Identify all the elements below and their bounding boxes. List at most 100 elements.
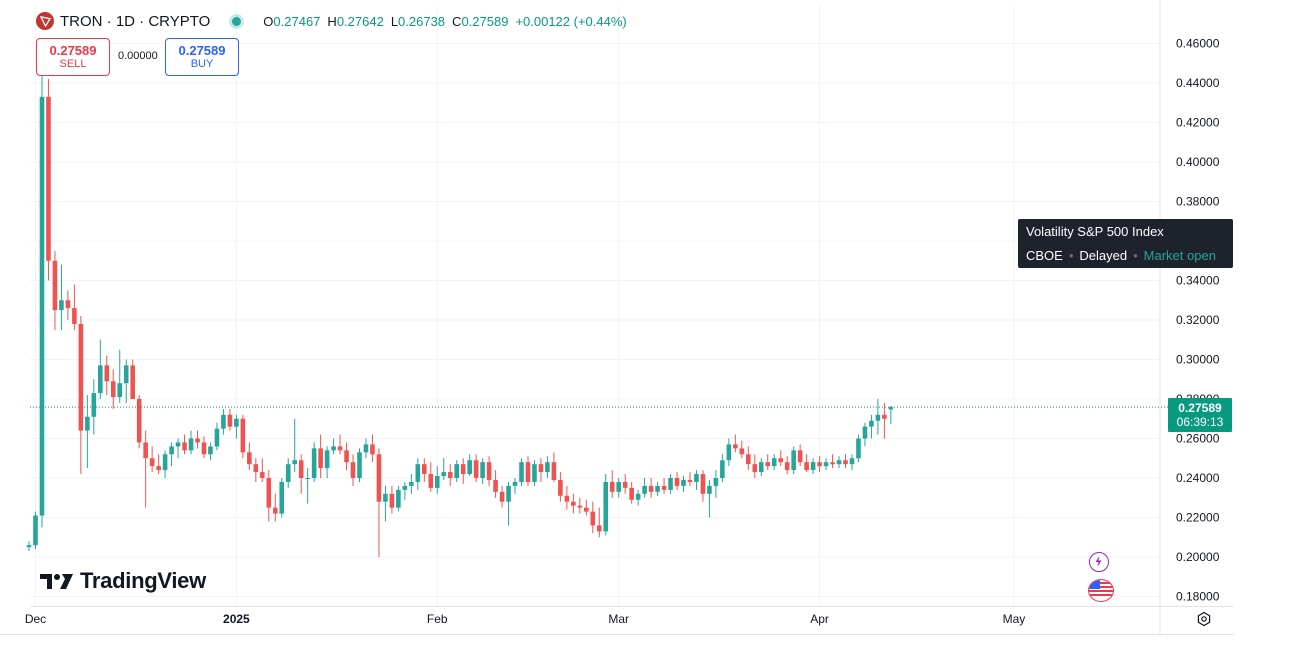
candle-body <box>234 418 239 427</box>
candle-body <box>402 485 408 490</box>
tooltip-status: Market open <box>1143 248 1216 263</box>
candle-body <box>85 416 90 431</box>
candle-body <box>292 460 297 465</box>
candle-body <box>493 479 498 492</box>
grid-layer <box>30 5 1160 606</box>
y-tick-label: 0.24000 <box>1176 471 1220 485</box>
candle-body <box>771 458 777 467</box>
symbol-tooltip: Volatility S&P 500 Index CBOE • Delayed … <box>1018 219 1233 268</box>
candle-body <box>694 474 699 482</box>
y-tick-label: 0.38000 <box>1176 195 1220 209</box>
ohlc-low: L0.26738 <box>390 13 446 29</box>
candle-body <box>512 481 518 486</box>
candle-body <box>78 323 84 431</box>
candle-body <box>247 452 252 465</box>
candle-body <box>169 446 174 455</box>
bar-countdown: 06:39:13 <box>1176 415 1224 429</box>
candle-body <box>545 462 550 473</box>
ohlc-open: O0.27467 <box>263 13 321 29</box>
candle-body <box>596 525 602 532</box>
candle-body <box>726 444 732 461</box>
candle-body <box>98 365 103 394</box>
candle-body <box>499 491 505 502</box>
candle-body <box>577 505 583 508</box>
candle-body <box>642 485 647 494</box>
candle-body <box>849 458 855 465</box>
y-tick-label: 0.32000 <box>1176 313 1220 327</box>
sell-label: SELL <box>59 58 87 70</box>
candle-body <box>752 464 758 473</box>
candle-layer <box>26 73 894 557</box>
candle-body <box>661 485 667 490</box>
candle-body <box>584 507 589 512</box>
candle-body <box>674 478 680 486</box>
candle-body <box>486 462 492 480</box>
candle-body <box>331 446 336 451</box>
candle-body <box>221 414 226 429</box>
candle-body <box>91 393 97 417</box>
candle-body <box>26 545 32 548</box>
candle-body <box>765 462 771 467</box>
candle-body <box>558 479 563 496</box>
candle-body <box>447 472 453 478</box>
candle-body <box>298 460 304 478</box>
us-flag-icon[interactable] <box>1088 579 1114 602</box>
candle-body <box>324 450 330 469</box>
candle-body <box>784 462 790 471</box>
y-tick-label: 0.22000 <box>1176 511 1220 525</box>
candle-body <box>337 446 343 451</box>
candle-body <box>609 481 615 492</box>
x-tick-label: May <box>1003 612 1026 626</box>
ohlc-close: C0.27589 <box>452 13 509 29</box>
candle-body <box>473 460 479 478</box>
last-price-tag: 0.27589 06:39:13 <box>1168 398 1232 432</box>
candle-body <box>52 260 58 311</box>
candle-body <box>389 493 395 508</box>
candle-body <box>376 454 382 502</box>
buy-button[interactable]: 0.27589 BUY <box>165 38 239 76</box>
tooltip-separator: • <box>1133 248 1138 263</box>
candle-body <box>856 438 861 459</box>
y-tick-label: 0.42000 <box>1176 116 1220 130</box>
tooltip-title: Volatility S&P 500 Index <box>1026 224 1164 239</box>
candle-body <box>622 481 628 488</box>
candle-body <box>707 485 712 494</box>
candle-body <box>409 481 414 486</box>
flash-icon[interactable] <box>1089 552 1109 572</box>
candle-body <box>123 365 129 384</box>
ohlc-change: +0.00122 (+0.44%) <box>515 13 627 29</box>
sell-button[interactable]: 0.27589 SELL <box>36 38 110 76</box>
candle-body <box>869 420 874 427</box>
candle-body <box>836 460 842 465</box>
y-tick-label: 0.46000 <box>1176 37 1220 51</box>
settings-icon[interactable] <box>1196 611 1212 627</box>
candle-body <box>285 464 291 482</box>
x-tick-label: Apr <box>810 612 829 626</box>
candle-body <box>888 407 894 410</box>
candle-body <box>733 444 738 449</box>
candle-body <box>136 399 142 443</box>
candle-body <box>370 444 375 455</box>
candle-body <box>59 300 64 311</box>
candle-body <box>305 478 310 479</box>
candle-body <box>882 414 887 419</box>
y-tick-label: 0.18000 <box>1176 590 1220 604</box>
candle-body <box>564 495 570 502</box>
x-tick-label: Mar <box>608 612 629 626</box>
candle-body <box>344 450 349 463</box>
candle-body <box>635 493 641 500</box>
symbol-header[interactable]: TRON · 1D · CRYPTO O0.27467 H0.27642 L0.… <box>36 10 627 32</box>
tradingview-logo[interactable]: TradingView <box>40 568 206 594</box>
tooltip-separator: • <box>1068 248 1074 263</box>
candle-body <box>182 442 187 451</box>
tooltip-exchange: CBOE <box>1026 248 1063 263</box>
symbol-title[interactable]: TRON · 1D · CRYPTO <box>60 12 211 30</box>
ohlc-values: O0.27467 H0.27642 L0.26738 C0.27589 +0.0… <box>263 14 626 29</box>
buy-price: 0.27589 <box>178 43 226 58</box>
candle-body <box>46 96 51 261</box>
candle-body <box>434 476 440 488</box>
candle-body <box>629 487 634 500</box>
sell-price: 0.27589 <box>49 43 97 58</box>
